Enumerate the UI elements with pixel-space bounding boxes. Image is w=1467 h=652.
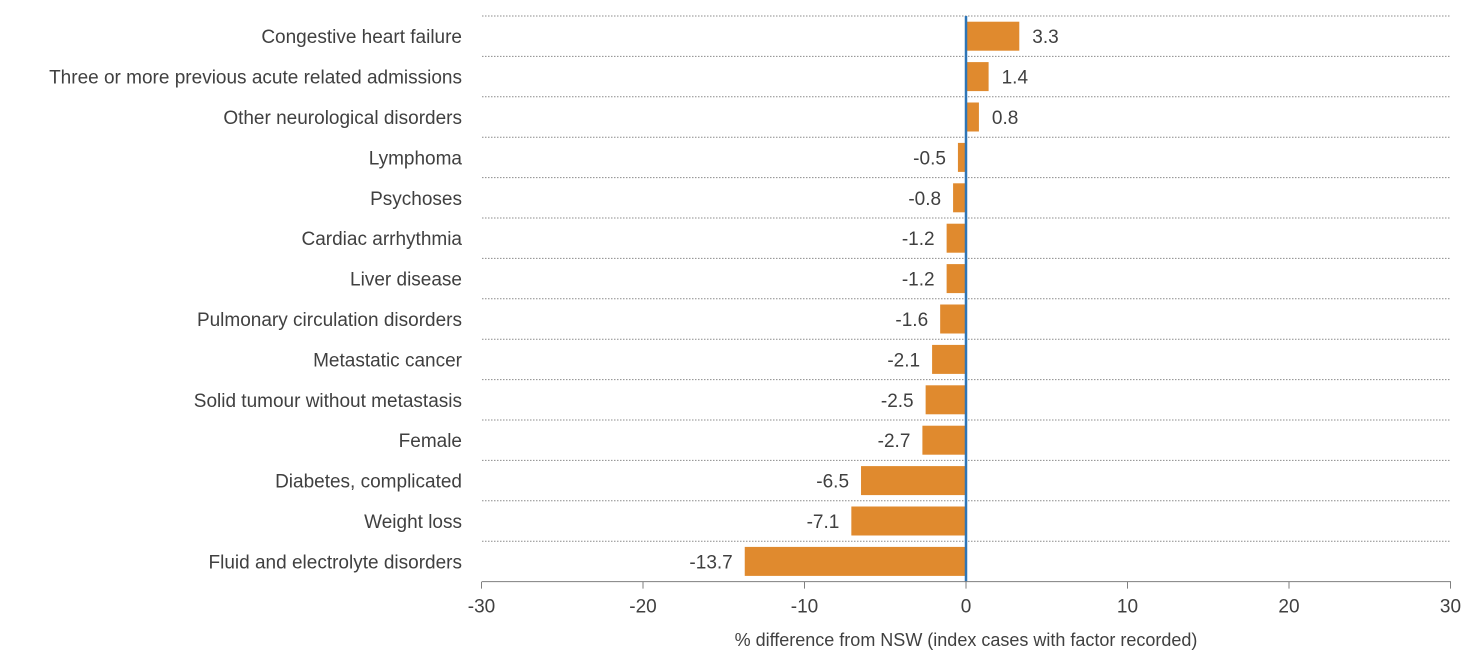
x-axis-title: % difference from NSW (index cases with … xyxy=(735,630,1198,650)
bar xyxy=(744,546,966,576)
value-label: -2.1 xyxy=(887,350,920,371)
bar xyxy=(953,183,966,213)
value-label: -2.5 xyxy=(881,391,914,412)
category-label: Weight loss xyxy=(364,512,462,533)
category-label: Lymphoma xyxy=(369,148,463,169)
bar xyxy=(851,506,966,536)
category-label: Female xyxy=(399,431,462,452)
category-label: Fluid and electrolyte disorders xyxy=(209,552,462,573)
category-labels: Congestive heart failure Three or more pr… xyxy=(49,27,463,573)
value-label: -1.2 xyxy=(902,229,935,250)
x-tick-label: 20 xyxy=(1278,597,1299,618)
value-label: -13.7 xyxy=(689,552,732,573)
bar xyxy=(925,385,966,415)
value-labels: 3.31.4 0.8 -0.5 -0.8 -1.2 -1.2 -1.6 -2.1 -2.5 -2.… xyxy=(689,27,1058,573)
bars xyxy=(744,21,1020,576)
bar xyxy=(966,62,989,92)
value-label: -6.5 xyxy=(816,472,849,493)
value-label: 3.3 xyxy=(1032,27,1058,48)
category-label: Liver disease xyxy=(350,270,462,291)
bar xyxy=(940,304,966,334)
bar xyxy=(966,21,1020,51)
value-label: -0.5 xyxy=(913,148,946,169)
category-label: Other neurological disorders xyxy=(223,108,462,129)
value-label: -7.1 xyxy=(807,512,840,533)
bar xyxy=(922,425,966,455)
category-label: Three or more previous acute related adm… xyxy=(49,68,462,89)
x-tick-label: 10 xyxy=(1117,597,1138,618)
value-label: -1.2 xyxy=(902,270,935,291)
value-label: -1.6 xyxy=(895,310,928,331)
x-tick-label: -10 xyxy=(791,597,818,618)
bar xyxy=(861,466,966,496)
category-label: Pulmonary circulation disorders xyxy=(197,310,462,331)
bar xyxy=(957,142,966,172)
bar xyxy=(946,264,966,294)
category-label: Metastatic cancer xyxy=(313,350,463,371)
x-tick-label: -20 xyxy=(629,597,656,618)
category-label: Psychoses xyxy=(370,189,462,210)
category-label: Diabetes, complicated xyxy=(275,472,462,493)
category-label: Congestive heart failure xyxy=(261,27,462,48)
x-axis: -30 -20 -10 0 10 20 30 xyxy=(468,16,1461,618)
value-label: -2.7 xyxy=(878,431,911,452)
x-tick-label: 30 xyxy=(1440,597,1461,618)
x-tick-label: 0 xyxy=(961,597,972,618)
value-label: -0.8 xyxy=(908,189,941,210)
bar xyxy=(946,223,966,253)
bar xyxy=(966,102,979,132)
x-tick-label: -30 xyxy=(468,597,495,618)
value-label: 1.4 xyxy=(1002,68,1029,89)
category-label: Cardiac arrhythmia xyxy=(302,229,463,250)
value-label: 0.8 xyxy=(992,108,1018,129)
bar xyxy=(932,344,966,374)
category-label: Solid tumour without metastasis xyxy=(194,391,462,412)
